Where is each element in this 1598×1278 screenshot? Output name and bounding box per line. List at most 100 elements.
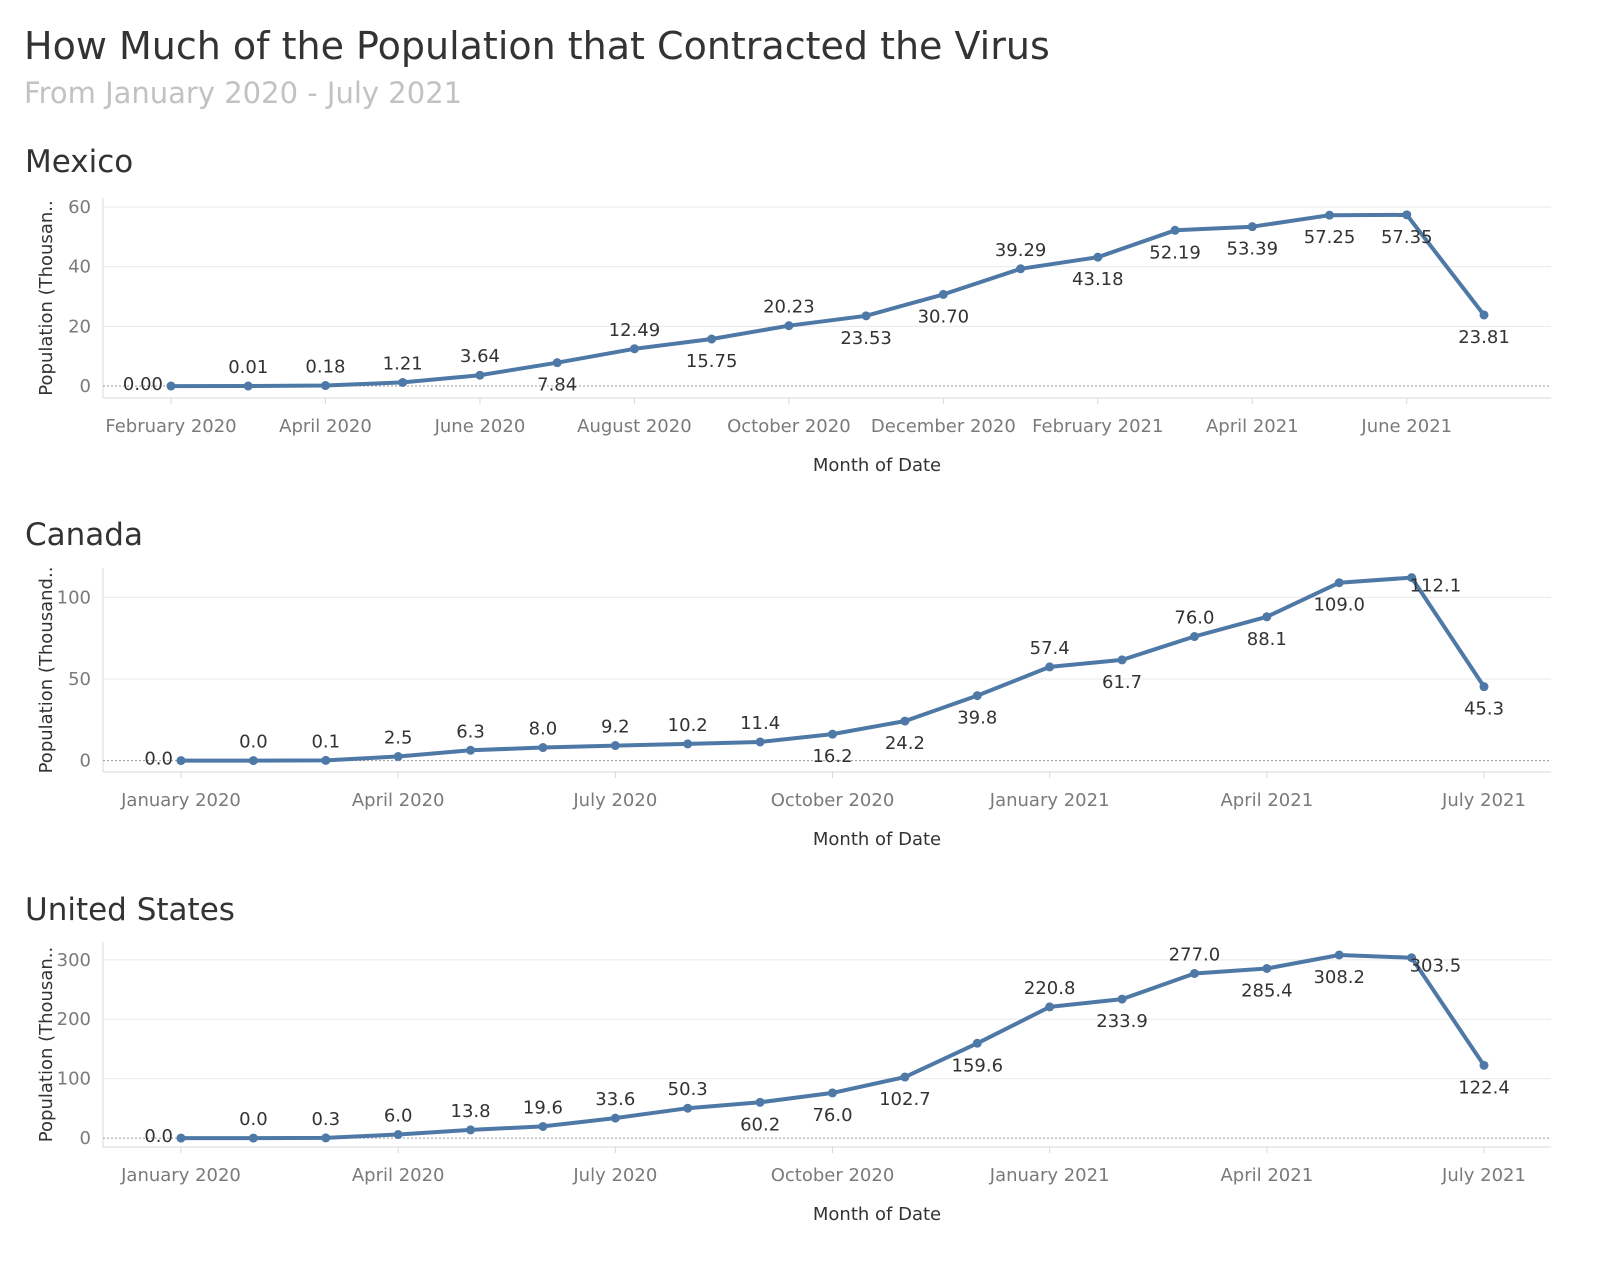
data-label: 15.75 xyxy=(686,351,738,372)
data-label: 16.2 xyxy=(812,746,852,767)
data-point xyxy=(321,755,331,765)
data-label: 39.29 xyxy=(995,240,1047,261)
data-label: 9.2 xyxy=(601,717,630,738)
panel-title: Mexico xyxy=(25,144,133,180)
data-point xyxy=(1479,1060,1489,1070)
data-point xyxy=(466,745,476,755)
data-point xyxy=(176,756,186,766)
data-point xyxy=(1247,222,1257,232)
data-point xyxy=(248,756,258,766)
data-label: 159.6 xyxy=(952,1055,1004,1076)
data-point xyxy=(1325,210,1335,220)
x-tick-label: June 2020 xyxy=(434,416,526,437)
data-label: 0.18 xyxy=(305,357,345,378)
data-point xyxy=(1262,964,1272,974)
data-label: 6.3 xyxy=(456,721,485,742)
data-label: 57.25 xyxy=(1304,227,1356,248)
x-tick-label: January 2021 xyxy=(989,1165,1110,1186)
data-point xyxy=(610,741,620,751)
x-tick-label: October 2020 xyxy=(771,1165,895,1186)
data-label: 2.5 xyxy=(384,727,413,748)
x-tick-label: April 2021 xyxy=(1206,416,1299,437)
data-point xyxy=(243,381,253,391)
x-tick-label: January 2021 xyxy=(989,790,1110,811)
x-tick-label: April 2020 xyxy=(352,1165,445,1186)
panel-title: United States xyxy=(25,892,235,928)
y-axis-title: Population (Thousand.. xyxy=(36,567,57,774)
x-tick-label: August 2020 xyxy=(577,416,692,437)
data-point xyxy=(1479,310,1489,320)
data-label: 220.8 xyxy=(1024,978,1076,999)
x-tick-label: July 2020 xyxy=(572,1165,657,1186)
data-point xyxy=(1334,578,1344,588)
data-point xyxy=(1016,264,1026,274)
data-point xyxy=(538,1121,548,1131)
data-label: 0.00 xyxy=(123,374,163,395)
data-point xyxy=(972,1038,982,1048)
data-label: 57.35 xyxy=(1381,227,1433,248)
data-label: 12.49 xyxy=(609,320,661,341)
data-label: 277.0 xyxy=(1169,944,1221,965)
x-axis-title: Month of Date xyxy=(813,829,941,850)
x-tick-label: January 2020 xyxy=(120,790,241,811)
x-axis-title: Month of Date xyxy=(813,455,941,476)
data-label: 0.0 xyxy=(144,1126,173,1147)
data-point xyxy=(398,377,408,387)
data-label: 23.81 xyxy=(1458,327,1510,348)
data-point xyxy=(552,358,562,368)
data-label: 6.0 xyxy=(384,1106,413,1127)
data-point xyxy=(1334,950,1344,960)
data-point xyxy=(320,381,330,391)
data-point xyxy=(1262,612,1272,622)
series-line xyxy=(169,212,1486,389)
y-tick-label: 300 xyxy=(57,950,91,971)
data-label: 76.0 xyxy=(1174,608,1214,629)
y-tick-label: 0 xyxy=(80,1128,91,1149)
data-label: 52.19 xyxy=(1149,242,1201,263)
data-point xyxy=(393,1130,403,1140)
x-axis-title: Month of Date xyxy=(813,1204,941,1225)
data-label: 53.39 xyxy=(1227,239,1279,260)
data-point xyxy=(1402,210,1412,220)
chart-title: How Much of the Population that Contract… xyxy=(24,24,1050,68)
x-tick-label: December 2020 xyxy=(871,416,1016,437)
data-label: 88.1 xyxy=(1247,629,1287,650)
data-point xyxy=(938,289,948,299)
y-tick-label: 0 xyxy=(80,376,91,397)
data-label: 33.6 xyxy=(595,1089,635,1110)
x-tick-label: April 2021 xyxy=(1220,1165,1313,1186)
y-tick-label: 100 xyxy=(57,587,91,608)
y-tick-label: 200 xyxy=(57,1009,91,1030)
data-label: 8.0 xyxy=(529,719,558,740)
data-label: 303.5 xyxy=(1410,956,1462,977)
data-label: 3.64 xyxy=(460,346,500,367)
data-label: 57.4 xyxy=(1030,638,1070,659)
data-label: 50.3 xyxy=(668,1079,708,1100)
data-label: 285.4 xyxy=(1241,981,1293,1002)
y-axis-title: Population (Thousan.. xyxy=(36,200,57,395)
data-point xyxy=(1045,662,1055,672)
data-point xyxy=(755,737,765,747)
y-tick-label: 20 xyxy=(68,316,91,337)
data-point xyxy=(248,1133,258,1143)
data-point xyxy=(828,1088,837,1098)
x-tick-label: April 2020 xyxy=(352,790,445,811)
x-tick-label: July 2021 xyxy=(1441,1165,1526,1186)
data-point xyxy=(1117,994,1127,1004)
data-label: 308.2 xyxy=(1313,967,1365,988)
x-tick-label: October 2020 xyxy=(727,416,851,437)
data-label: 1.21 xyxy=(383,353,423,374)
data-point xyxy=(475,370,485,380)
data-point xyxy=(610,1113,620,1123)
data-point xyxy=(393,751,403,761)
data-point xyxy=(1170,225,1180,235)
panel-title: Canada xyxy=(25,517,143,553)
data-label: 30.70 xyxy=(918,306,970,327)
data-label: 39.8 xyxy=(957,708,997,729)
x-tick-label: January 2020 xyxy=(120,1165,241,1186)
x-tick-label: April 2021 xyxy=(1220,790,1313,811)
data-point xyxy=(1189,968,1199,978)
x-tick-label: July 2020 xyxy=(572,790,657,811)
data-point xyxy=(784,321,794,331)
data-point xyxy=(466,1125,476,1135)
